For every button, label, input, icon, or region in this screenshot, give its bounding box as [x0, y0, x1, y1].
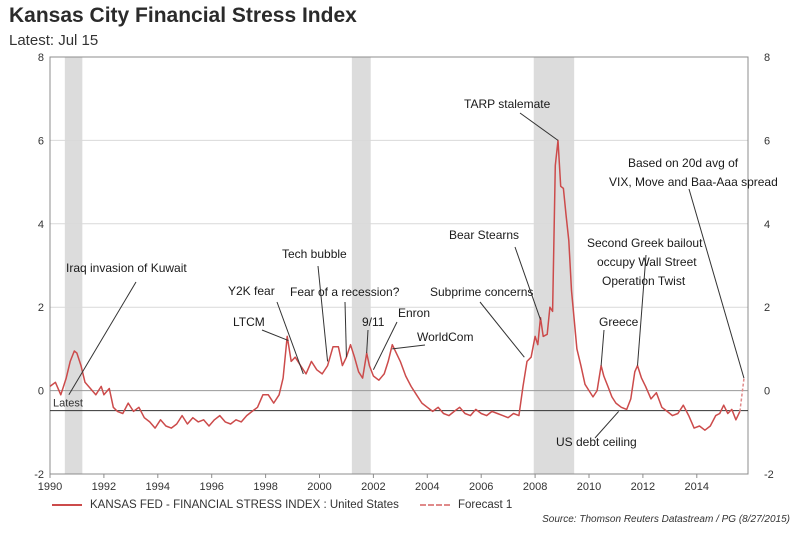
- annotation-leader: [317, 265, 329, 362]
- y-tick-label-right: 0: [764, 386, 770, 398]
- annotation-leader: [479, 301, 525, 358]
- x-tick-label: 1998: [253, 481, 277, 493]
- x-tick-label: 2012: [631, 481, 655, 493]
- legend-item-forecast: Forecast 1: [420, 499, 512, 511]
- annotation-label: Operation Twist: [602, 274, 686, 288]
- annotation-leader: [514, 246, 541, 320]
- annotation-leader: [600, 329, 605, 366]
- annotation-leader: [594, 411, 620, 439]
- annotation-label: Based on 20d avg of: [628, 156, 739, 170]
- legend-swatch-solid: [52, 503, 82, 506]
- annotation-label: US debt ceiling: [556, 435, 637, 449]
- legend-label-forecast: Forecast 1: [458, 499, 513, 511]
- annotation-leader: [688, 188, 745, 379]
- recession-band: [351, 57, 371, 474]
- recession-band: [64, 57, 83, 474]
- x-tick-label: 2006: [469, 481, 493, 493]
- y-tick-label-left: 2: [38, 302, 44, 314]
- x-tick-label: 2000: [307, 481, 331, 493]
- x-tick-label: 2004: [415, 481, 439, 493]
- legend-item-stress-index: KANSAS FED - FINANCIAL STRESS INDEX : Un…: [52, 499, 399, 511]
- y-tick-label-left: 6: [38, 135, 44, 147]
- x-tick-label: 2008: [523, 481, 547, 493]
- annotation-label: Tech bubble: [282, 247, 347, 261]
- y-tick-label-right: 2: [764, 302, 770, 314]
- annotation-label: WorldCom: [417, 330, 473, 344]
- annotation-leader: [68, 281, 137, 396]
- chart-subtitle: Latest: Jul 15: [9, 32, 99, 49]
- annotation-label: VIX, Move and Baa-Aaa spread: [609, 175, 778, 189]
- annotation-label: Bear Stearns: [449, 228, 519, 242]
- annotation-label: Y2K fear: [228, 284, 275, 298]
- annotation-label: Subprime concerns: [430, 285, 533, 299]
- y-tick-label-right: 4: [764, 219, 770, 231]
- y-tick-label-right: 8: [764, 52, 770, 64]
- annotation-label: Second Greek bailout: [587, 236, 703, 250]
- annotation-label: TARP stalemate: [464, 97, 551, 111]
- annotation-label: 9/11: [362, 315, 385, 329]
- y-tick-label-left: 8: [38, 52, 44, 64]
- annotation-label: Enron: [398, 306, 430, 320]
- annotation-leader: [344, 301, 347, 358]
- annotation-leader: [261, 329, 289, 342]
- plot-frame: [49, 56, 749, 475]
- y-tick-label-left: 4: [38, 219, 44, 231]
- chart-title: Kansas City Financial Stress Index: [9, 4, 357, 27]
- annotation-leader: [276, 301, 304, 375]
- legend-swatch-dashed: [420, 503, 450, 506]
- latest-line-label: Latest: [53, 398, 83, 410]
- x-tick-label: 2002: [361, 481, 385, 493]
- annotation-label: Greece: [599, 315, 639, 329]
- x-tick-label: 2014: [685, 481, 709, 493]
- annotation-leader: [392, 344, 426, 350]
- annotation-leader: [637, 254, 647, 366]
- annotation-label: occupy Wall Street: [597, 255, 697, 269]
- annotation-label: LTCM: [233, 315, 265, 329]
- x-tick-label: 2010: [577, 481, 601, 493]
- y-tick-label-right: 6: [764, 135, 770, 147]
- x-tick-label: 1992: [92, 481, 116, 493]
- annotation-label: Iraq invasion of Kuwait: [66, 261, 187, 275]
- y-tick-label-right: -2: [764, 469, 774, 481]
- series-line-forecast: [739, 378, 745, 412]
- series-line-stress-index: [49, 139, 741, 431]
- y-tick-label-left: 0: [38, 386, 44, 398]
- y-tick-label-left: -2: [34, 469, 44, 481]
- annotation-label: Fear of a recession?: [290, 285, 400, 299]
- legend-label-stress-index: KANSAS FED - FINANCIAL STRESS INDEX : Un…: [90, 499, 399, 511]
- x-tick-label: 1994: [146, 481, 170, 493]
- annotation-leader: [372, 321, 398, 370]
- annotation-leader: [519, 112, 559, 141]
- x-tick-label: 1990: [38, 481, 62, 493]
- x-tick-label: 1996: [199, 481, 223, 493]
- annotation-leader: [366, 329, 369, 354]
- source-note: Source: Thomson Reuters Datastream / PG …: [542, 514, 790, 525]
